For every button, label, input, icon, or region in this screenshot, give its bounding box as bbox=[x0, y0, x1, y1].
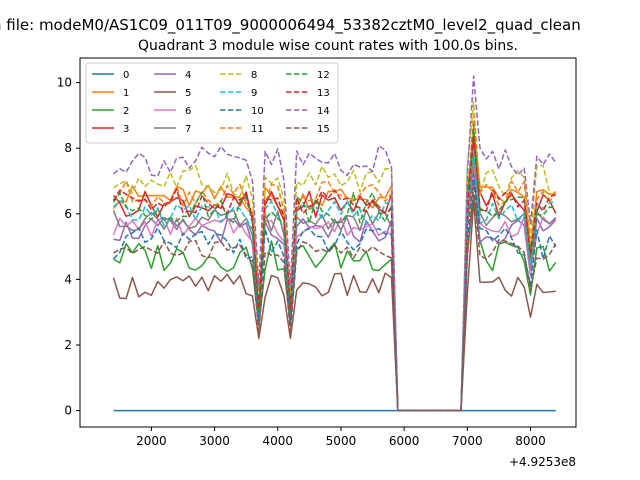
x-tick-label: 5000 bbox=[326, 434, 357, 448]
legend-label-3: 3 bbox=[123, 124, 129, 135]
x-axis: 2000 3000 4000 5000 6000 7000 8000 bbox=[136, 427, 546, 448]
series-line-5 bbox=[112, 199, 556, 412]
legend-label-9: 9 bbox=[251, 88, 257, 99]
legend-label-6: 6 bbox=[185, 106, 191, 117]
chart-title: Quadrant 3 module wise count rates with … bbox=[138, 38, 518, 54]
legend-label-1: 1 bbox=[123, 88, 129, 99]
y-tick-label: 8 bbox=[64, 141, 72, 155]
series-line-8 bbox=[113, 101, 557, 412]
x-tick-label: 7000 bbox=[452, 434, 483, 448]
y-tick-label: 0 bbox=[64, 404, 72, 418]
x-tick-label: 4000 bbox=[262, 434, 293, 448]
legend-label-5: 5 bbox=[185, 88, 191, 99]
series-line-2 bbox=[113, 193, 557, 412]
legend-frame bbox=[85, 62, 339, 144]
series-line-12 bbox=[112, 124, 556, 412]
y-tick-label: 2 bbox=[64, 338, 72, 352]
legend-label-4: 4 bbox=[185, 70, 191, 81]
legend-label-14: 14 bbox=[317, 106, 330, 117]
legend-label-12: 12 bbox=[317, 70, 330, 81]
series-line-9 bbox=[112, 147, 556, 412]
series-line-14 bbox=[113, 75, 557, 412]
legend-label-7: 7 bbox=[185, 124, 191, 135]
series-line-7 bbox=[112, 154, 557, 412]
legend-label-2: 2 bbox=[123, 106, 129, 117]
legend-label-15: 15 bbox=[317, 124, 330, 135]
legend-label-0: 0 bbox=[123, 70, 129, 81]
x-tick-label: 6000 bbox=[389, 434, 420, 448]
y-tick-label: 6 bbox=[64, 207, 72, 221]
y-tick-label: 10 bbox=[57, 76, 72, 90]
legend-label-13: 13 bbox=[317, 88, 330, 99]
series-line-13 bbox=[112, 134, 557, 412]
series-line-6 bbox=[112, 160, 557, 412]
y-axis: 0 2 4 6 8 10 bbox=[57, 76, 80, 418]
x-tick-label: 3000 bbox=[199, 434, 230, 448]
plot-area-frame bbox=[79, 57, 577, 428]
series-layer bbox=[112, 75, 557, 412]
series-line-15 bbox=[113, 183, 557, 412]
series-line-11 bbox=[112, 114, 557, 412]
legend-label-10: 10 bbox=[251, 106, 264, 117]
figure-suptitle: n file: modeM0/AS1C09_011T09_9000006494_… bbox=[0, 16, 581, 35]
x-tick-label: 2000 bbox=[136, 434, 167, 448]
legend-label-11: 11 bbox=[251, 124, 264, 135]
legend-label-8: 8 bbox=[251, 70, 257, 81]
x-offset-label: +4.9253e8 bbox=[509, 455, 576, 469]
y-tick-label: 4 bbox=[64, 272, 72, 286]
x-tick-label: 8000 bbox=[515, 434, 546, 448]
